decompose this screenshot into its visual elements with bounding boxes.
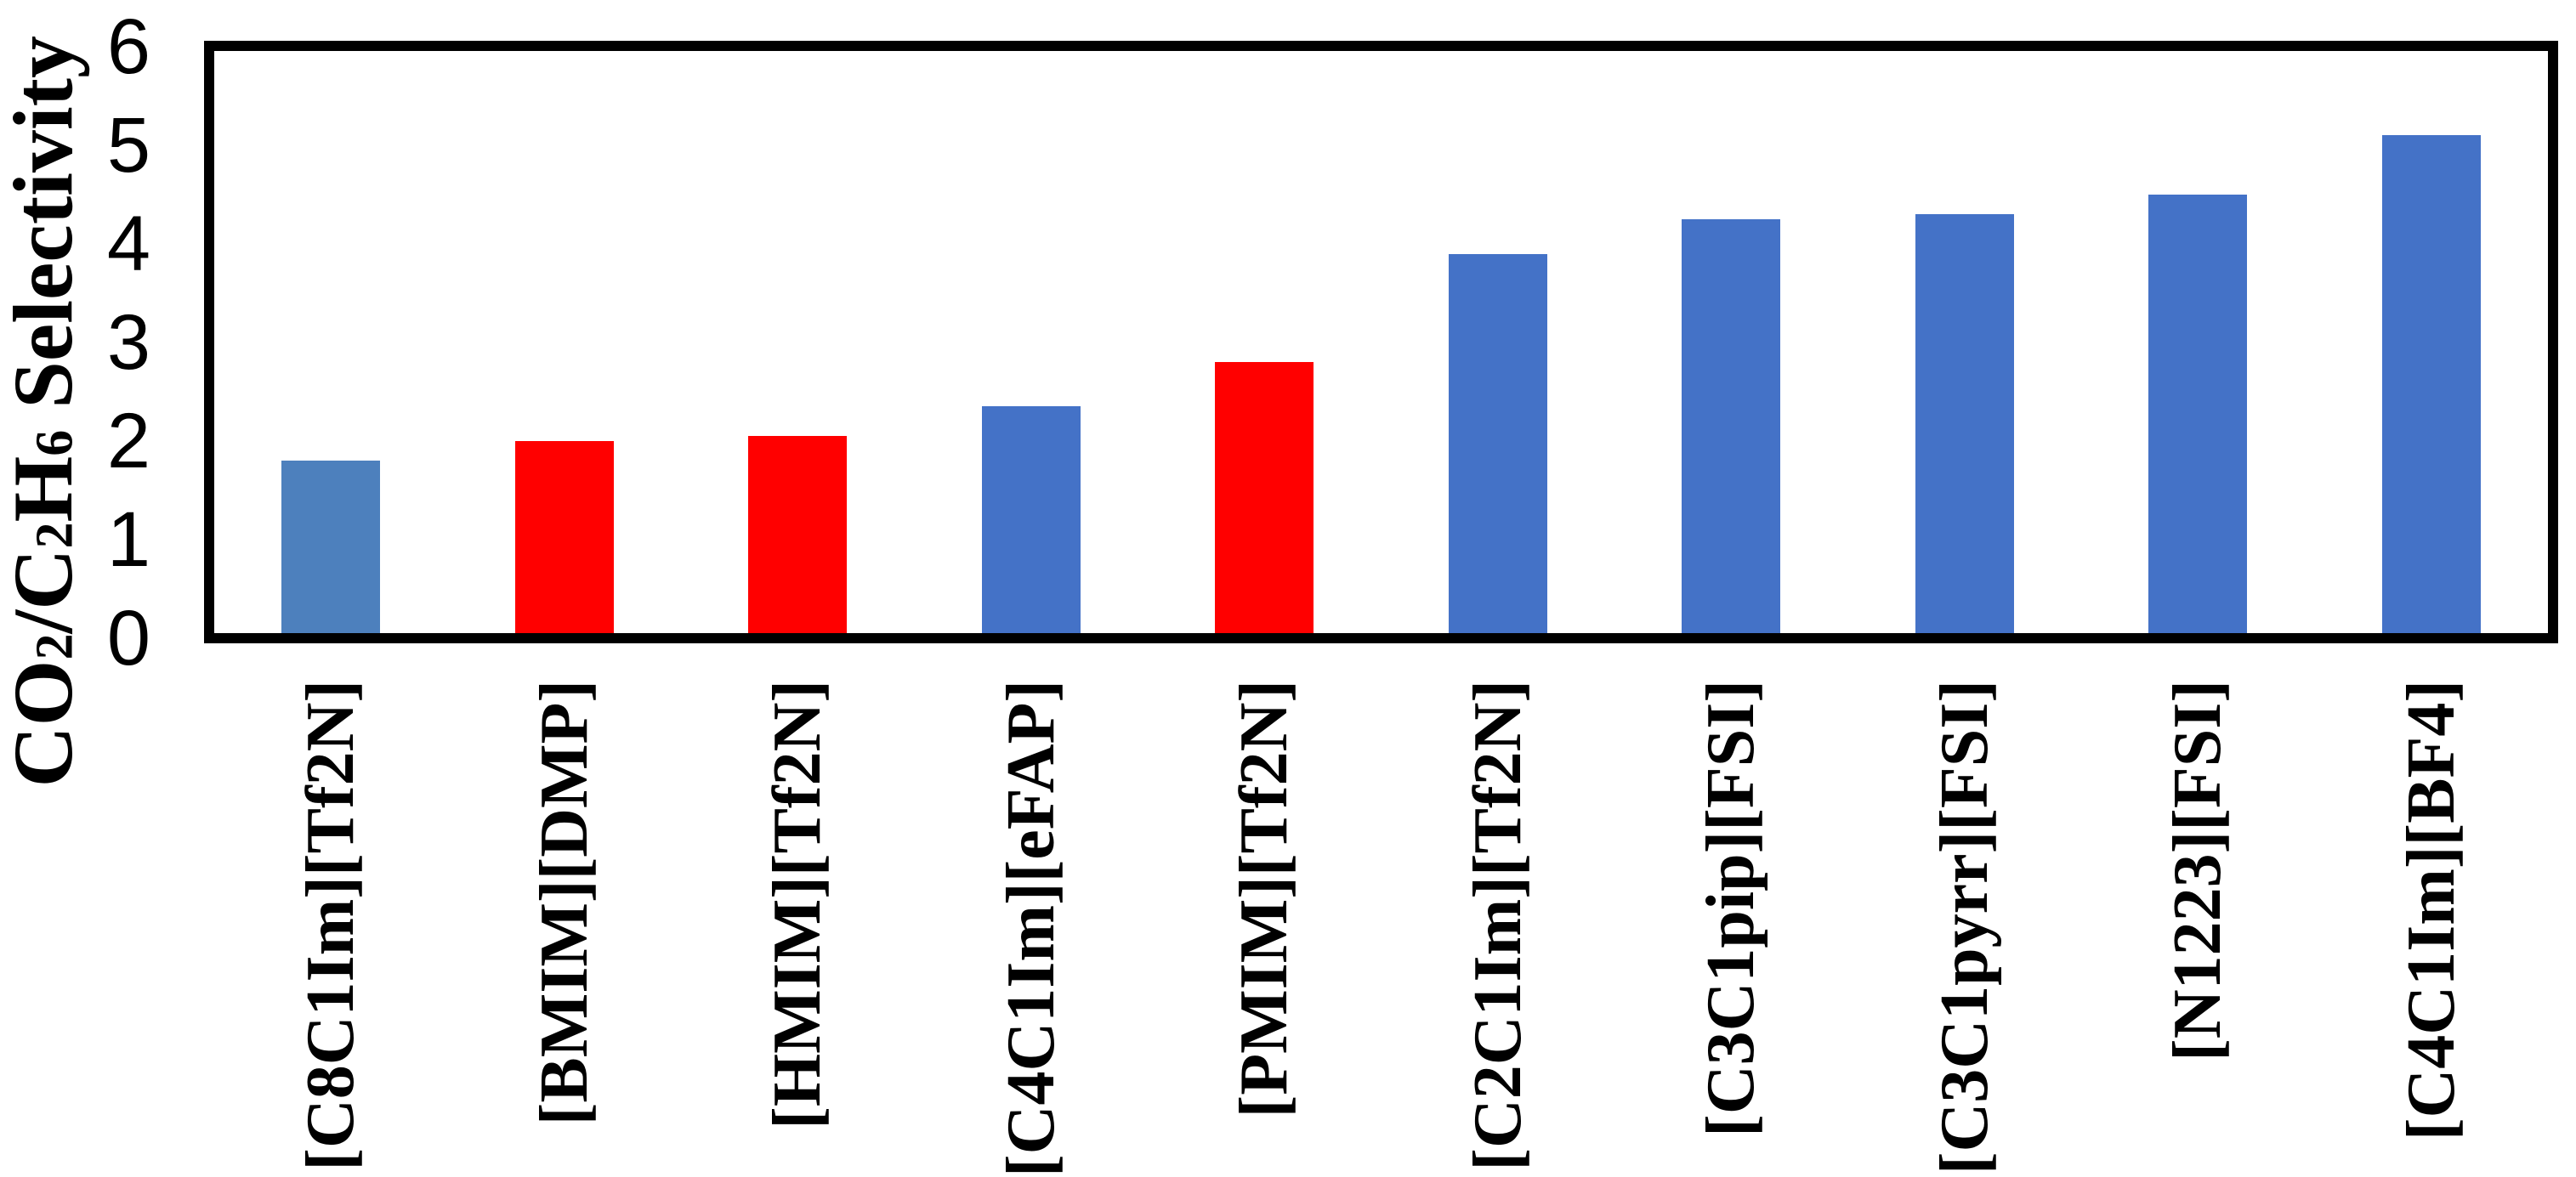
bar [281,461,381,633]
x-label-cell: [BMIM][DMP] [448,680,682,1167]
x-category-label: [C4C1Im][BF4] [2393,680,2469,1141]
bar-cell [2315,51,2549,633]
bar-cell [214,51,448,633]
x-category-label: [C3C1pip][FSI] [1694,680,1769,1137]
y-axis-tick: 5 [106,102,150,189]
bar [981,406,1081,633]
y-axis-ticks: 6 5 4 3 2 1 0 [0,0,174,731]
bar-cell [1848,51,2082,633]
bar-cell [915,51,1149,633]
x-label-cell: [C3C1pip][FSI] [1614,680,1848,1167]
y-axis-tick: 2 [106,398,150,484]
bar-cell [1614,51,1848,633]
bar [2148,195,2248,633]
bar-cell [1382,51,1615,633]
x-category-label: [PMIM][Tf2N] [1227,680,1302,1118]
x-category-label: [C4C1Im][eFAP] [993,680,1069,1177]
bar [2381,135,2481,633]
bar-cell [2081,51,2315,633]
bar [1682,219,1781,633]
x-label-cell: [C3C1pyrr][FSI] [1848,680,2082,1174]
x-label-cell: [HMIM][Tf2N] [681,680,915,1167]
x-label-cell: [C4C1Im][eFAP] [915,680,1149,1177]
y-axis-tick: 6 [106,3,150,90]
plot-area [204,41,2558,643]
x-label-cell: [C4C1Im][BF4] [2315,680,2549,1167]
x-category-label: [C8C1Im][Tf2N] [293,680,369,1171]
x-category-label: [BMIM][DMP] [526,680,602,1126]
bar-cell [681,51,915,633]
y-axis-tick: 0 [106,595,150,682]
bar-cell [1148,51,1382,633]
x-label-cell: [C2C1Im][Tf2N] [1382,680,1615,1171]
x-label-cell: [N1223][FSI] [2081,680,2315,1167]
y-axis-tick: 3 [106,299,150,386]
bar-cell [448,51,682,633]
x-category-label: [C2C1Im][Tf2N] [1460,680,1535,1171]
bar [748,436,848,633]
bar [1215,362,1314,633]
bar [514,441,614,633]
bar [1915,214,2014,633]
y-axis-tick: 1 [106,496,150,583]
x-label-cell: [PMIM][Tf2N] [1148,680,1382,1167]
bar [1448,254,1547,633]
x-category-label: [HMIM][Tf2N] [760,680,836,1129]
x-category-label: [C3C1pyrr][FSI] [1926,680,2002,1175]
y-axis-tick: 4 [106,201,150,287]
x-category-label: [N1223][FSI] [2160,680,2236,1061]
x-label-cell: [C8C1Im][Tf2N] [214,680,448,1171]
x-axis-labels: [C8C1Im][Tf2N] [BMIM][DMP] [HMIM][Tf2N] … [214,680,2549,1177]
plot-inner [214,51,2548,633]
